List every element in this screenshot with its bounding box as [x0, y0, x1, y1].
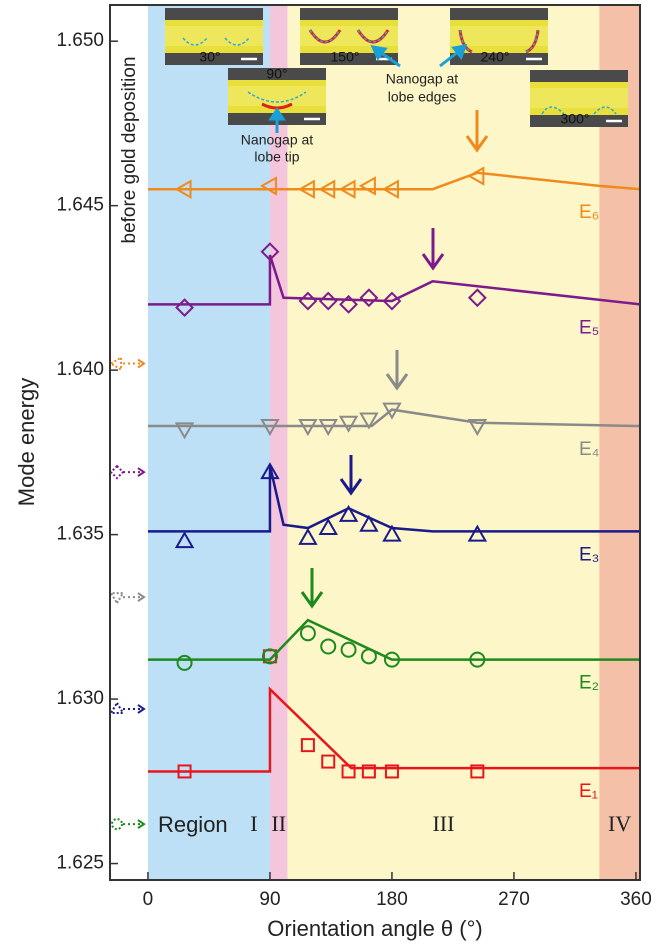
marker — [111, 466, 123, 478]
region-label: IV — [608, 811, 631, 836]
marker — [111, 593, 123, 603]
y-tick-label: 1.625 — [56, 853, 104, 874]
x-axis-title: Orientation angle θ (°) — [267, 916, 482, 941]
inset-label: 300° — [561, 111, 590, 127]
inset: 30° — [165, 8, 263, 65]
before-label: before gold deposition — [119, 57, 140, 244]
annotation: lobe edges — [388, 89, 457, 105]
series-label: E₃ — [579, 544, 599, 565]
region-label: I — [250, 811, 257, 836]
annotation: Nanogap at — [241, 132, 314, 148]
region-label: III — [432, 811, 454, 836]
series-label: E₂ — [579, 673, 599, 694]
y-tick-label: 1.640 — [56, 359, 104, 380]
marker — [111, 703, 123, 713]
y-tick-label: 1.630 — [56, 688, 104, 709]
x-tick-label: 0 — [143, 889, 154, 910]
inset-rod-shade — [530, 88, 628, 108]
inset-rod-shade — [165, 26, 263, 46]
inset-label: 30° — [199, 49, 220, 65]
chart: IIIIIIIVRegion1.6251.6301.6351.6401.6451… — [0, 0, 658, 948]
x-tick-label: 90 — [259, 889, 280, 910]
series-label: E₄ — [579, 439, 600, 460]
inset: 300° — [530, 70, 628, 127]
region — [288, 5, 600, 880]
inset-label: 240° — [481, 49, 510, 65]
inset-label: 150° — [331, 49, 360, 65]
series-label: E₆ — [579, 202, 599, 223]
annotation: Nanogap at — [386, 71, 459, 87]
series-label: E₁ — [579, 781, 598, 802]
y-tick-label: 1.645 — [56, 195, 104, 216]
y-axis-title: Mode energy — [14, 378, 39, 506]
annotation: lobe tip — [254, 149, 299, 165]
region — [599, 5, 640, 880]
x-tick-label: 180 — [376, 889, 408, 910]
x-tick-label: 360 — [620, 889, 652, 910]
inset-label: 90° — [266, 66, 287, 82]
marker — [111, 358, 121, 370]
region-label: II — [271, 811, 286, 836]
region-word: Region — [158, 812, 228, 837]
x-tick-label: 270 — [498, 889, 530, 910]
y-tick-label: 1.635 — [56, 524, 104, 545]
inset: 150° — [300, 8, 398, 65]
regions — [148, 5, 640, 880]
series-label: E₅ — [579, 317, 599, 338]
inset-rod-shade — [228, 86, 326, 106]
y-tick-label: 1.650 — [56, 30, 104, 51]
inset: 240° — [450, 8, 548, 65]
marker — [112, 819, 122, 829]
